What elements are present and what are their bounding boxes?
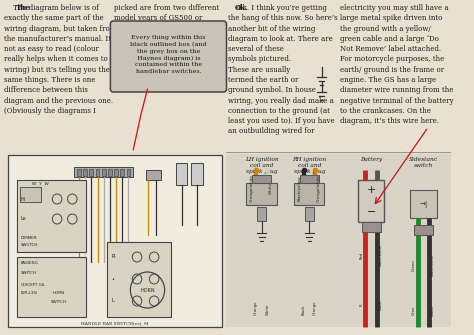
Text: RH ignition
coil and
spark plug: RH ignition coil and spark plug xyxy=(292,157,326,175)
Text: PASSING: PASSING xyxy=(21,261,39,265)
Bar xyxy=(120,169,124,176)
Bar xyxy=(226,154,451,327)
Bar xyxy=(257,207,266,221)
Text: The diagram below is of
exactly the same part of the
wiring diagram, but taken f: The diagram below is of exactly the same… xyxy=(4,4,117,115)
Text: White: White xyxy=(269,182,273,194)
Text: Battery: Battery xyxy=(360,157,382,162)
Bar xyxy=(20,187,41,202)
Text: −: − xyxy=(366,207,376,217)
Text: W  Y  W: W Y W xyxy=(33,182,49,186)
Text: E2R,L3S): E2R,L3S) xyxy=(21,291,38,295)
Bar xyxy=(410,190,437,218)
Text: R: R xyxy=(111,255,115,260)
Bar xyxy=(90,169,93,176)
Text: HORN: HORN xyxy=(140,287,155,292)
Text: LH ignition
coil and
spark plug: LH ignition coil and spark plug xyxy=(245,157,279,175)
Bar xyxy=(74,167,133,177)
Bar xyxy=(102,169,106,176)
Text: →|: →| xyxy=(419,201,428,207)
Bar xyxy=(246,183,277,205)
Bar xyxy=(17,257,86,317)
Text: SWITCH: SWITCH xyxy=(51,300,67,304)
Text: (EXCEPT GS,: (EXCEPT GS, xyxy=(21,283,46,287)
Bar xyxy=(176,163,187,185)
Bar xyxy=(146,170,161,180)
Text: HI: HI xyxy=(21,197,26,201)
Text: White: White xyxy=(265,304,269,315)
Text: DIMMER: DIMMER xyxy=(21,236,38,240)
Text: picked are from two different
model years of GS500 or
maybe US and UK versions)
: picked are from two different model year… xyxy=(114,4,219,43)
Text: Black: Black xyxy=(301,305,306,315)
Bar xyxy=(83,169,87,176)
Bar xyxy=(96,169,100,176)
Text: Orange: Orange xyxy=(254,300,258,315)
Text: HANDLE BAR SWITCH(es), M: HANDLE BAR SWITCH(es), M xyxy=(81,321,148,325)
Text: R: R xyxy=(359,304,364,306)
Bar xyxy=(8,155,222,327)
Bar xyxy=(304,207,314,221)
Bar xyxy=(191,163,203,185)
Text: Lo: Lo xyxy=(21,216,27,221)
Bar xyxy=(358,180,384,222)
Text: Red: Red xyxy=(359,251,364,259)
Text: HORN: HORN xyxy=(53,291,65,295)
Text: SWITCH: SWITCH xyxy=(21,271,37,275)
Text: Ok.: Ok. xyxy=(235,4,248,12)
Text: •: • xyxy=(111,276,114,281)
Text: Gree: Gree xyxy=(412,305,416,315)
Text: Ok. I think you’re getting
the hang of this now. So here’s
another bit of the wi: Ok. I think you’re getting the hang of t… xyxy=(228,4,338,135)
Bar xyxy=(17,180,86,252)
Text: Black/white: Black/white xyxy=(431,254,435,276)
Text: Green: Green xyxy=(412,259,416,271)
Text: electricity you may still have a
large metal spike driven into
the ground with a: electricity you may still have a large m… xyxy=(340,4,453,125)
Text: Black/: Black/ xyxy=(431,304,435,316)
Bar xyxy=(127,169,130,176)
Text: Orange/white: Orange/white xyxy=(250,174,254,202)
Text: Sidestanc
switch: Sidestanc switch xyxy=(409,157,438,168)
Bar xyxy=(414,225,433,235)
Text: Orange: Orange xyxy=(313,300,317,315)
Text: The: The xyxy=(16,4,31,12)
Bar xyxy=(77,169,81,176)
Text: Black/white: Black/white xyxy=(379,244,383,266)
Text: L: L xyxy=(111,298,114,304)
Bar xyxy=(300,175,319,183)
Bar xyxy=(107,242,171,317)
Text: Orange/white: Orange/white xyxy=(317,174,321,202)
Text: SW1TCH: SW1TCH xyxy=(21,243,38,247)
Text: Black: Black xyxy=(379,300,383,310)
Bar xyxy=(362,222,381,232)
Text: +: + xyxy=(366,185,376,195)
FancyBboxPatch shape xyxy=(110,21,227,92)
Bar xyxy=(252,175,271,183)
Text: Every thing within this
black outlined box (and
the grey box on the
Haynes diagr: Every thing within this black outlined b… xyxy=(130,36,207,74)
Bar xyxy=(114,169,118,176)
Text: Black/yellow: Black/yellow xyxy=(298,175,301,201)
Bar xyxy=(108,169,112,176)
Bar xyxy=(294,183,325,205)
